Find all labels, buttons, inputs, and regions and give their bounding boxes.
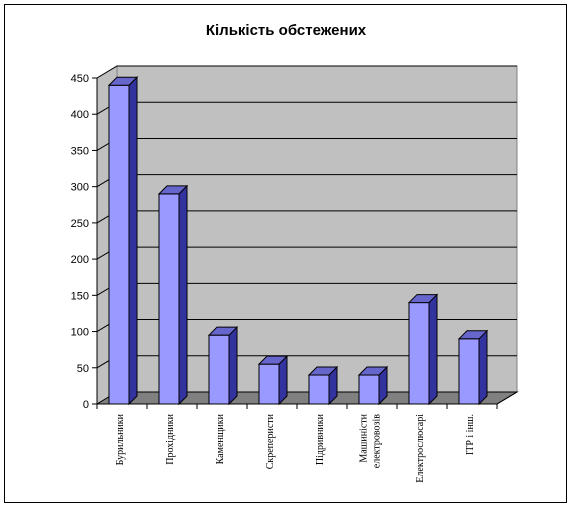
bar-top bbox=[307, 366, 339, 376]
y-tick-label: 50 bbox=[77, 363, 89, 375]
bar-front bbox=[308, 374, 330, 405]
bar-front bbox=[258, 363, 280, 405]
bars bbox=[107, 76, 489, 406]
bar-side bbox=[478, 329, 488, 406]
x-tick-label: Підривники bbox=[315, 413, 326, 465]
x-tick-label: електровозів bbox=[372, 414, 383, 468]
bar-front bbox=[108, 84, 130, 405]
y-tick-label: 100 bbox=[71, 327, 89, 339]
bar-front bbox=[158, 193, 180, 405]
bar-front bbox=[408, 302, 430, 405]
y-tick-label: 200 bbox=[71, 254, 89, 266]
bar-top bbox=[107, 76, 139, 86]
bar bbox=[257, 354, 289, 406]
x-tick-label: Скреперисти bbox=[265, 413, 276, 469]
bar-top bbox=[207, 326, 239, 336]
bar bbox=[107, 76, 139, 406]
bar-top bbox=[407, 294, 439, 304]
bar-side bbox=[178, 184, 188, 406]
y-tick-label: 450 bbox=[71, 73, 89, 85]
y-tick-label: 250 bbox=[71, 218, 89, 230]
y-tick-label: 300 bbox=[71, 182, 89, 194]
chart-title: Кількість обстежених bbox=[206, 22, 367, 39]
x-tick-label: Каменщики bbox=[215, 413, 226, 464]
y-tick-label: 0 bbox=[83, 399, 89, 411]
bar bbox=[357, 365, 389, 406]
bar-side bbox=[428, 293, 438, 406]
axes: 0 50 100 150 200 250 300 350 400 450 Бурильники Про… bbox=[71, 73, 518, 483]
bar bbox=[407, 293, 439, 406]
bar bbox=[157, 184, 189, 406]
bar-front bbox=[208, 334, 230, 405]
y-tick-label: 350 bbox=[71, 145, 89, 157]
x-tick-label: Бурильники bbox=[115, 413, 126, 465]
x-tick-label: Електрослюсарі bbox=[415, 414, 426, 483]
bar bbox=[307, 365, 339, 406]
x-tick-label: Машиністи bbox=[359, 413, 370, 462]
bar-side bbox=[228, 325, 238, 406]
bar-top bbox=[357, 366, 389, 376]
bar-front bbox=[358, 374, 380, 405]
gridline bbox=[96, 65, 517, 79]
x-tick-label: Прохідники bbox=[165, 413, 176, 464]
x-tick-label: ІТР і інш. bbox=[465, 414, 476, 455]
y-tick-label: 400 bbox=[71, 109, 89, 121]
x-axis-depth-line bbox=[496, 391, 518, 405]
bar bbox=[207, 325, 239, 406]
y-tick-label: 150 bbox=[71, 290, 89, 302]
bar-top bbox=[457, 330, 489, 340]
bar bbox=[457, 329, 489, 406]
bar-side bbox=[128, 76, 138, 406]
bar-front bbox=[458, 338, 480, 405]
bar-top bbox=[257, 355, 289, 365]
bar-top bbox=[157, 185, 189, 195]
